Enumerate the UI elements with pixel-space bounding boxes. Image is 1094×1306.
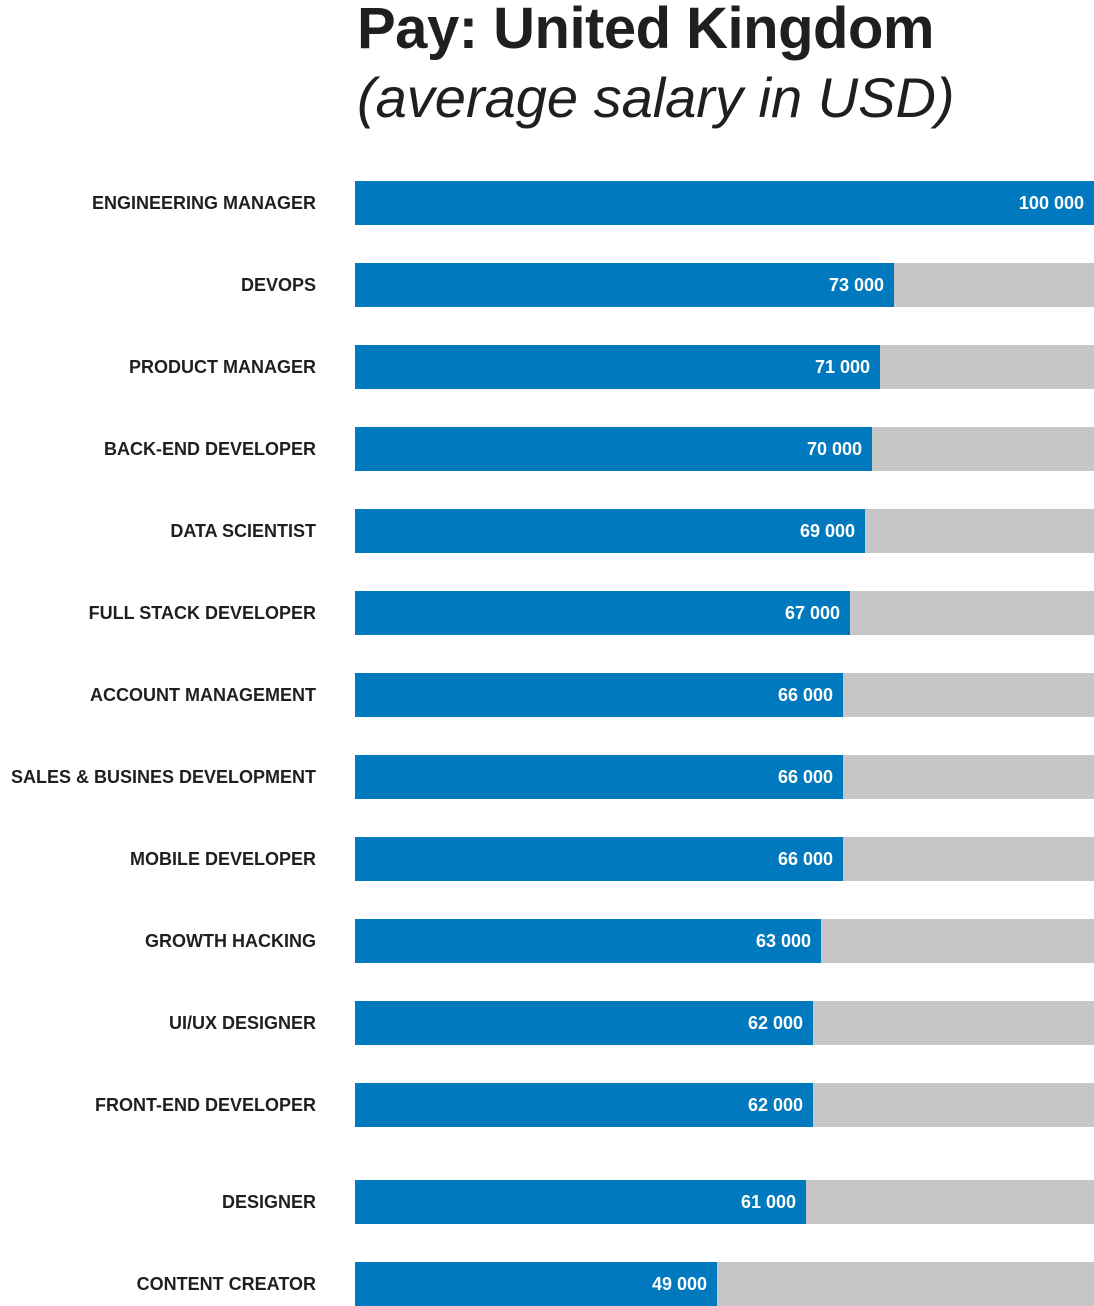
- bar-value-label: 71 000: [814, 357, 870, 377]
- bar: 66 000: [355, 755, 843, 799]
- bar-track: 69 000: [355, 509, 1094, 553]
- category-label: FULL STACK DEVELOPER: [88, 603, 316, 623]
- bar: 69 000: [355, 509, 865, 553]
- bar: 100 000: [355, 181, 1094, 225]
- bar-value-label: 100 000: [1018, 193, 1084, 213]
- chart-title: Pay: United Kingdom: [357, 0, 934, 61]
- category-label: DEVOPS: [240, 275, 316, 295]
- bar-value-label: 70 000: [806, 439, 862, 459]
- bar-value-label: 67 000: [784, 603, 840, 623]
- bar: 70 000: [355, 427, 872, 471]
- bar: 63 000: [355, 919, 821, 963]
- bar-value-label: 63 000: [755, 931, 811, 951]
- bar-track: 71 000: [355, 345, 1094, 389]
- bar: 67 000: [355, 591, 850, 635]
- chart-subtitle: (average salary in USD): [357, 66, 955, 129]
- category-label: PRODUCT MANAGER: [129, 357, 316, 377]
- category-label: BACK-END DEVELOPER: [103, 439, 316, 459]
- bar-value-label: 69 000: [799, 521, 855, 541]
- bar: 71 000: [355, 345, 880, 389]
- bar: 62 000: [355, 1083, 813, 1127]
- category-label: CONTENT CREATOR: [136, 1274, 316, 1294]
- bar: 62 000: [355, 1001, 813, 1045]
- category-label: MOBILE DEVELOPER: [129, 849, 316, 869]
- category-label: SALES & BUSINES DEVELOPMENT: [10, 767, 316, 787]
- bar: 66 000: [355, 673, 843, 717]
- bar-value-label: 61 000: [740, 1192, 796, 1212]
- bar: 66 000: [355, 837, 843, 881]
- category-label: UI/UX DESIGNER: [168, 1013, 316, 1033]
- bar-value-label: 49 000: [651, 1274, 707, 1294]
- bar-track: 100 000: [355, 181, 1094, 225]
- category-label: GROWTH HACKING: [145, 931, 316, 951]
- bar-track: 73 000: [355, 263, 1094, 307]
- bar-track: 49 000: [355, 1262, 1094, 1306]
- bar-track: 66 000: [355, 837, 1094, 881]
- bar-track: 63 000: [355, 919, 1094, 963]
- category-label: ENGINEERING MANAGER: [91, 193, 316, 213]
- bar: 61 000: [355, 1180, 806, 1224]
- bar-value-label: 73 000: [828, 275, 884, 295]
- category-label: ACCOUNT MANAGEMENT: [90, 685, 316, 705]
- bar-track: 67 000: [355, 591, 1094, 635]
- bar-track: 62 000: [355, 1001, 1094, 1045]
- bar-track: 66 000: [355, 755, 1094, 799]
- bar-track: 61 000: [355, 1180, 1094, 1224]
- bar-value-label: 66 000: [777, 767, 833, 787]
- bar-track: 70 000: [355, 427, 1094, 471]
- bar-value-label: 66 000: [777, 685, 833, 705]
- bar: 73 000: [355, 263, 894, 307]
- bar-value-label: 62 000: [747, 1013, 803, 1033]
- bar-value-label: 62 000: [747, 1095, 803, 1115]
- category-label: DESIGNER: [221, 1192, 316, 1212]
- bar-track: 62 000: [355, 1083, 1094, 1127]
- category-label: FRONT-END DEVELOPER: [94, 1095, 316, 1115]
- category-label: DATA SCIENTIST: [170, 521, 316, 541]
- bar-track: 66 000: [355, 673, 1094, 717]
- bar: 49 000: [355, 1262, 717, 1306]
- bar-value-label: 66 000: [777, 849, 833, 869]
